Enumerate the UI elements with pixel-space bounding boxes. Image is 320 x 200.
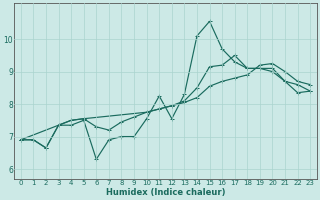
X-axis label: Humidex (Indice chaleur): Humidex (Indice chaleur) bbox=[106, 188, 225, 197]
